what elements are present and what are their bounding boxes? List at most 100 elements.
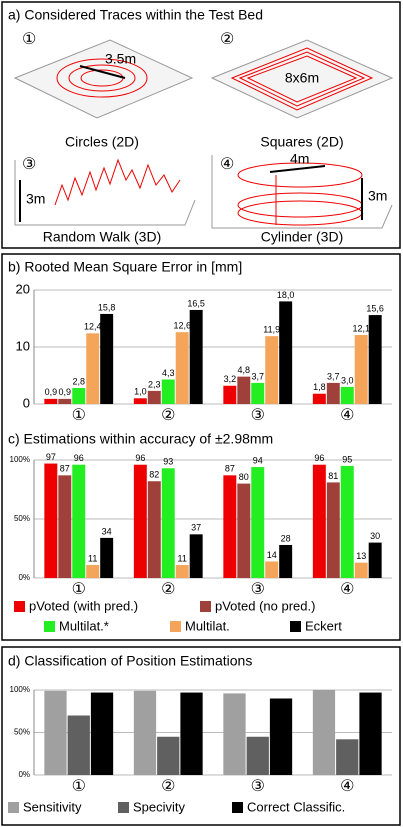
trace-number: ① [22,31,36,48]
chart-title: c) Estimations within accuracy of ±2.98m… [8,431,273,447]
value-label: 96 [314,453,324,463]
bar [148,481,161,578]
trace-caption: Squares (2D) [260,134,343,150]
value-label: 37 [191,523,201,533]
bar [247,737,269,775]
dimension-label: 4m [290,151,309,167]
value-label: 16,5 [187,298,205,308]
legend-label: Multilat.* [59,618,109,633]
bar [237,377,250,404]
value-label: 97 [46,452,56,462]
value-label: 3,7 [251,371,264,381]
bar [279,301,292,404]
bar [91,693,113,775]
bar [44,691,66,775]
value-label: 2,3 [148,379,161,389]
trace-caption: Cylinder (3D) [261,229,343,245]
legend-swatch [232,802,243,813]
value-label: 4,8 [238,365,251,375]
panel-a-frame [2,2,400,248]
trace-caption: Circles (2D) [65,134,139,150]
x-tick-label: ④ [340,778,354,795]
value-label: 15,8 [98,302,116,312]
bar [86,565,99,578]
bar [270,699,292,776]
value-label: 96 [135,453,145,463]
bar [251,383,264,404]
bar [279,545,292,578]
y-tick-label: 0 [23,395,30,410]
trace-number: ④ [220,156,234,173]
bar [223,475,236,578]
value-label: 12,1 [352,323,370,333]
value-label: 87 [225,464,235,474]
value-label: 1,0 [134,387,147,397]
x-tick-label: ④ [340,407,354,424]
bar [86,333,99,404]
value-label: 94 [253,455,263,465]
chart-title: b) Rooted Mean Square Error in [mm] [8,259,242,275]
y-tick-label: 100% [10,685,30,694]
legend-swatch [118,802,129,813]
bar [223,386,236,404]
x-tick-label: ② [161,581,175,598]
bar [265,336,278,404]
x-tick-label: ① [72,581,86,598]
value-label: 12,4 [84,322,102,332]
bar [72,388,85,404]
bar [355,563,368,578]
bar [341,466,354,578]
bar [162,468,175,578]
value-label: 11 [178,553,187,563]
bar [176,332,189,404]
bar [223,693,245,775]
x-tick-label: ② [161,778,175,795]
bar [100,538,113,578]
bar [341,387,354,404]
bar [237,484,250,578]
value-label: 82 [149,470,159,480]
dimension-label: 3.5m [105,51,136,67]
legend-label: Multilat. [185,618,230,633]
value-label: 34 [102,526,112,536]
bar [180,693,202,775]
value-label: 11 [88,553,97,563]
bar [190,534,203,578]
dimension-label: 3m [26,191,45,207]
bar [327,383,340,404]
bar [72,465,85,578]
value-label: 28 [281,533,291,543]
y-tick-label: 50% [14,728,30,737]
trace [238,193,362,217]
panel-a-title: a) Considered Traces within the Test Bed [8,7,263,23]
value-label: 0,9 [59,387,72,397]
value-label: 3,7 [327,371,340,381]
value-label: 2,8 [72,376,85,386]
value-label: 3,2 [224,374,237,384]
bar [369,315,382,404]
bar [58,399,71,404]
x-tick-label: ① [72,407,86,424]
bar [100,314,113,404]
bar [44,464,57,578]
x-tick-label: ③ [251,581,265,598]
dimension-arrow [270,166,325,172]
bar [265,561,278,578]
y-tick-label: 20 [16,281,30,296]
legend-label: Eckert [305,618,342,633]
bar [157,737,179,775]
bar [44,399,57,404]
y-tick-label: 10 [16,338,30,353]
legend-label: Correct Classific. [247,799,345,814]
dimension-label: 3m [368,188,387,204]
bar [134,691,156,775]
bar [148,391,161,404]
bar [251,467,264,578]
bar [176,565,189,578]
value-label: 1,8 [313,382,326,392]
legend-label: Specivity [133,799,186,814]
legend-swatch [44,621,55,632]
value-label: 95 [342,454,352,464]
value-label: 93 [163,457,173,467]
y-tick-label: 0% [18,770,30,779]
